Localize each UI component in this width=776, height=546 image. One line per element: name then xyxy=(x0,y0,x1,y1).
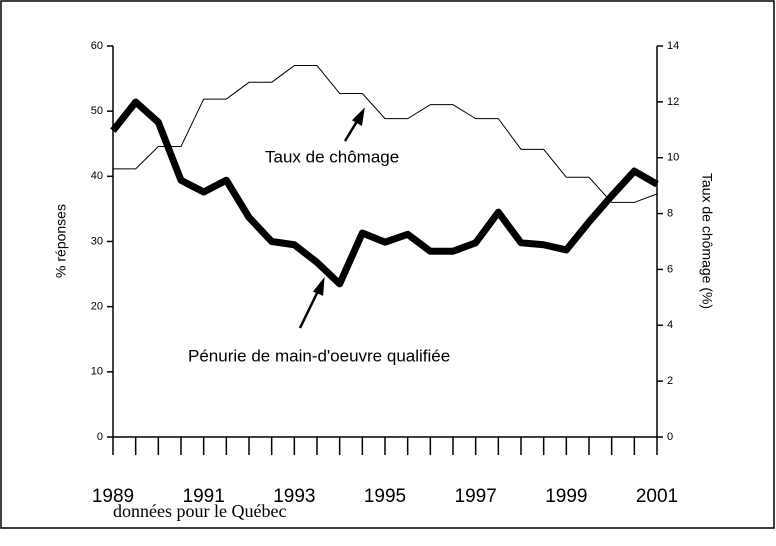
y-tick-label: 50 xyxy=(91,105,103,117)
x-tick-label: 2001 xyxy=(636,486,678,507)
annotation: Pénurie de main-d'oeuvre qualifiée xyxy=(188,346,450,365)
y-tick-label: 10 xyxy=(91,366,103,378)
line-series xyxy=(110,98,659,288)
y-tick-label: 40 xyxy=(91,170,103,182)
line-series xyxy=(113,65,658,203)
arrow-head xyxy=(312,277,325,296)
y-tick-label: 30 xyxy=(91,235,103,247)
y-tick-label: 60 xyxy=(91,40,103,52)
x-tick-label: 1997 xyxy=(455,486,497,507)
arrows xyxy=(298,107,365,329)
y2-tick-label: 2 xyxy=(667,375,673,387)
y2-tick-label: 6 xyxy=(667,263,673,275)
x-tick-label: 1999 xyxy=(545,486,587,507)
y2-tick-label: 4 xyxy=(667,319,673,331)
y2-tick-label: 14 xyxy=(667,40,679,52)
footnote: données pour le Québec xyxy=(113,501,286,521)
y-tick-label: 0 xyxy=(97,431,103,443)
y2-tick-label: 0 xyxy=(667,431,673,443)
x-tick-label: 1993 xyxy=(273,486,315,507)
y2-tick-label: 12 xyxy=(667,96,679,108)
x-tick-label: 1991 xyxy=(183,486,225,507)
x-tick-label: 1989 xyxy=(92,486,134,507)
annotation: Taux de chômage xyxy=(265,147,399,166)
arrow xyxy=(298,288,321,329)
frame xyxy=(0,0,775,529)
y2-tick-label: 10 xyxy=(667,152,679,164)
arrow-head xyxy=(351,107,365,126)
x-tick-label: 1995 xyxy=(364,486,406,507)
y-axis-title: % réponses xyxy=(53,204,69,278)
y2-axis-title: Taux de chômage (%) xyxy=(699,173,715,309)
y2-tick-label: 8 xyxy=(667,207,673,219)
y-tick-label: 20 xyxy=(91,301,103,313)
